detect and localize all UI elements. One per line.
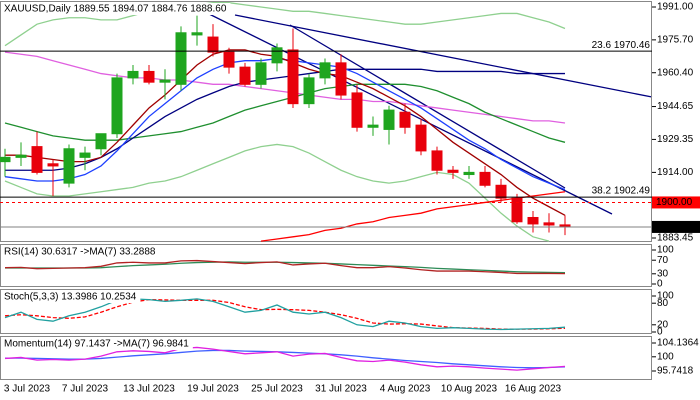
title-bg <box>2 291 141 303</box>
x-tick-label: 7 Jul 2023 <box>62 384 109 395</box>
candle-body <box>15 154 27 158</box>
candle-body <box>255 62 267 85</box>
candle-body <box>303 77 315 105</box>
indicator-line <box>4 259 566 275</box>
level-label: 1900.00 <box>656 197 693 208</box>
candle-body <box>271 47 283 64</box>
panel-title: RSI(14) 30.6317 ->MA(7) 33.2888 <box>4 247 156 258</box>
candle-body <box>351 92 363 128</box>
candle-body <box>415 124 427 152</box>
plot-area <box>4 346 566 371</box>
indicator-line <box>4 2 566 47</box>
indicator-line <box>5 261 566 274</box>
candle-body <box>495 184 507 199</box>
candle-body <box>511 197 523 223</box>
candle-body <box>63 148 75 184</box>
candle-body <box>95 133 107 150</box>
candle-body <box>191 32 203 36</box>
candle-body <box>159 79 171 83</box>
panel-title: Momentum(14) 97.1437 ->MA(7) 96.9841 <box>4 339 189 350</box>
candle-body <box>431 150 443 171</box>
x-tick-label: 16 Aug 2023 <box>505 384 562 395</box>
candle-body <box>47 163 59 167</box>
y-tick-label: 1960.40 <box>657 67 694 78</box>
candle-body <box>319 62 331 79</box>
y-tick-label: 95.7418 <box>657 366 694 377</box>
level-label: 23.6 1970.46 <box>592 40 651 51</box>
candle-body <box>335 62 347 96</box>
y-tick-label: 1883.45 <box>657 233 694 244</box>
y-tick-label: 100 <box>657 351 674 362</box>
panel-title: Stoch(5,3,3) 13.3986 10.2534 <box>4 292 137 303</box>
panel-frame <box>0 289 652 334</box>
y-tick-label: 1975.70 <box>657 35 694 46</box>
indicator-line <box>4 346 566 371</box>
candle-body <box>31 146 43 173</box>
plot-area <box>4 298 566 331</box>
level-label: 38.2 1902.49 <box>592 186 651 197</box>
y-tick-label: 0 <box>657 327 663 338</box>
x-tick-label: 25 Jul 2023 <box>251 384 303 395</box>
candle-body <box>207 36 219 53</box>
indicator-line <box>5 49 566 216</box>
panel-title: XAUUSD,Daily 1889.55 1894.07 1884.76 188… <box>4 4 227 15</box>
plot-area <box>4 259 566 275</box>
y-tick-label: 100 <box>657 291 674 302</box>
indicator-line <box>4 298 566 331</box>
panel-frame <box>0 244 652 287</box>
candle-body <box>239 66 251 85</box>
candle-body <box>479 171 491 186</box>
title-bg <box>2 246 160 258</box>
y-tick-label: 0 <box>657 279 663 290</box>
panel-frame <box>0 1 652 242</box>
level-label-box <box>652 196 700 209</box>
panel-frame <box>0 336 652 380</box>
title-bg <box>2 338 193 350</box>
candle-body <box>399 111 411 128</box>
x-tick-label: 3 Jul 2023 <box>4 384 51 395</box>
candle-body <box>79 152 91 158</box>
candle-body <box>463 171 475 176</box>
trend-line <box>234 14 653 98</box>
candle-body <box>127 70 139 79</box>
y-tick-label: 80 <box>657 298 669 309</box>
candle-body <box>143 70 155 83</box>
y-tick-label: 1929.35 <box>657 134 694 145</box>
y-tick-label: 100 <box>657 245 674 256</box>
candle-body <box>367 124 379 128</box>
x-tick-label: 10 Aug 2023 <box>441 384 498 395</box>
candle-body <box>543 222 555 226</box>
x-tick-label: 13 Jul 2023 <box>123 384 175 395</box>
candle-body <box>527 216 539 225</box>
plot-area <box>0 2 652 242</box>
candle-body <box>287 49 299 105</box>
candle-body <box>383 109 395 130</box>
y-tick-label: 1944.65 <box>657 101 694 112</box>
candle-body <box>0 156 11 163</box>
title-bg <box>2 3 231 15</box>
y-tick-label: 1991.00 <box>657 2 694 13</box>
level-label-box <box>652 220 700 233</box>
y-tick-label: 20 <box>657 319 669 330</box>
x-tick-label: 19 Jul 2023 <box>187 384 239 395</box>
y-tick-label: 104.1364 <box>657 338 699 349</box>
level-label: 1888.60 <box>656 222 693 233</box>
indicator-line <box>5 349 566 369</box>
x-tick-label: 4 Aug 2023 <box>380 384 431 395</box>
y-tick-label: 30 <box>657 268 669 279</box>
candle-body <box>175 32 187 85</box>
candle-body <box>223 51 235 68</box>
y-tick-label: 70 <box>657 255 669 266</box>
candle-body <box>111 77 123 135</box>
indicator-line <box>4 143 550 242</box>
x-tick-label: 31 Jul 2023 <box>315 384 367 395</box>
trend-line <box>194 6 613 215</box>
y-tick-label: 1914.00 <box>657 167 694 178</box>
candle-body <box>447 169 459 173</box>
indicator-line <box>4 51 566 124</box>
